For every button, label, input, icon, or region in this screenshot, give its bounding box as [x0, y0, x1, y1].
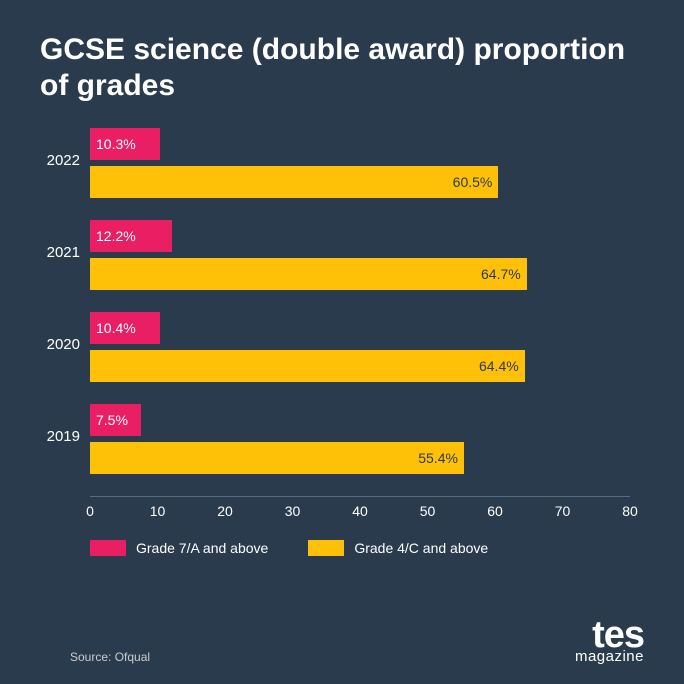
- bar-label: 55.4%: [418, 450, 458, 466]
- legend-item-grade7: Grade 7/A and above: [90, 540, 268, 556]
- brand-tes: tes: [575, 619, 644, 651]
- x-tick: 50: [420, 503, 436, 519]
- bar-grade4: 60.5%: [90, 166, 498, 198]
- x-tick: 80: [622, 503, 638, 519]
- x-tick: 10: [150, 503, 166, 519]
- bar-grade4: 64.7%: [90, 258, 527, 290]
- chart-container: GCSE science (double award) proportion o…: [0, 0, 684, 684]
- brand-logo: tes magazine: [575, 619, 644, 664]
- bar-grade7: 7.5%: [90, 404, 141, 436]
- x-tick: 20: [217, 503, 233, 519]
- bar-grade4: 64.4%: [90, 350, 525, 382]
- bar-label: 60.5%: [453, 174, 493, 190]
- bar-grade7: 12.2%: [90, 220, 172, 252]
- chart-plot-area: 202210.3%60.5%202112.2%64.7%202010.4%64.…: [90, 128, 630, 526]
- bar-label: 64.4%: [479, 358, 519, 374]
- year-group-2021: 202112.2%64.7%: [90, 220, 630, 290]
- brand-magazine: magazine: [575, 651, 644, 664]
- bar-label: 12.2%: [96, 228, 136, 244]
- legend-label-grade4: Grade 4/C and above: [354, 540, 488, 556]
- bar-label: 7.5%: [96, 412, 128, 428]
- bar-label: 64.7%: [481, 266, 521, 282]
- x-tick: 60: [487, 503, 503, 519]
- bar-grade7: 10.4%: [90, 312, 160, 344]
- x-tick: 40: [352, 503, 368, 519]
- year-label: 2021: [40, 244, 80, 261]
- legend: Grade 7/A and above Grade 4/C and above: [90, 540, 644, 556]
- year-label: 2022: [40, 152, 80, 169]
- x-tick: 70: [555, 503, 571, 519]
- year-group-2019: 20197.5%55.4%: [90, 404, 630, 474]
- legend-swatch-grade7: [90, 540, 126, 556]
- bar-grade7: 10.3%: [90, 128, 160, 160]
- legend-item-grade4: Grade 4/C and above: [308, 540, 488, 556]
- bar-label: 10.3%: [96, 136, 136, 152]
- legend-swatch-grade4: [308, 540, 344, 556]
- chart-title: GCSE science (double award) proportion o…: [40, 32, 644, 104]
- year-group-2020: 202010.4%64.4%: [90, 312, 630, 382]
- legend-label-grade7: Grade 7/A and above: [136, 540, 268, 556]
- bar-grade4: 55.4%: [90, 442, 464, 474]
- x-axis: 01020304050607080: [90, 496, 630, 526]
- year-group-2022: 202210.3%60.5%: [90, 128, 630, 198]
- year-label: 2019: [40, 428, 80, 445]
- year-label: 2020: [40, 336, 80, 353]
- x-tick: 30: [285, 503, 301, 519]
- x-tick: 0: [86, 503, 94, 519]
- bar-label: 10.4%: [96, 320, 136, 336]
- source-text: Source: Ofqual: [70, 650, 150, 664]
